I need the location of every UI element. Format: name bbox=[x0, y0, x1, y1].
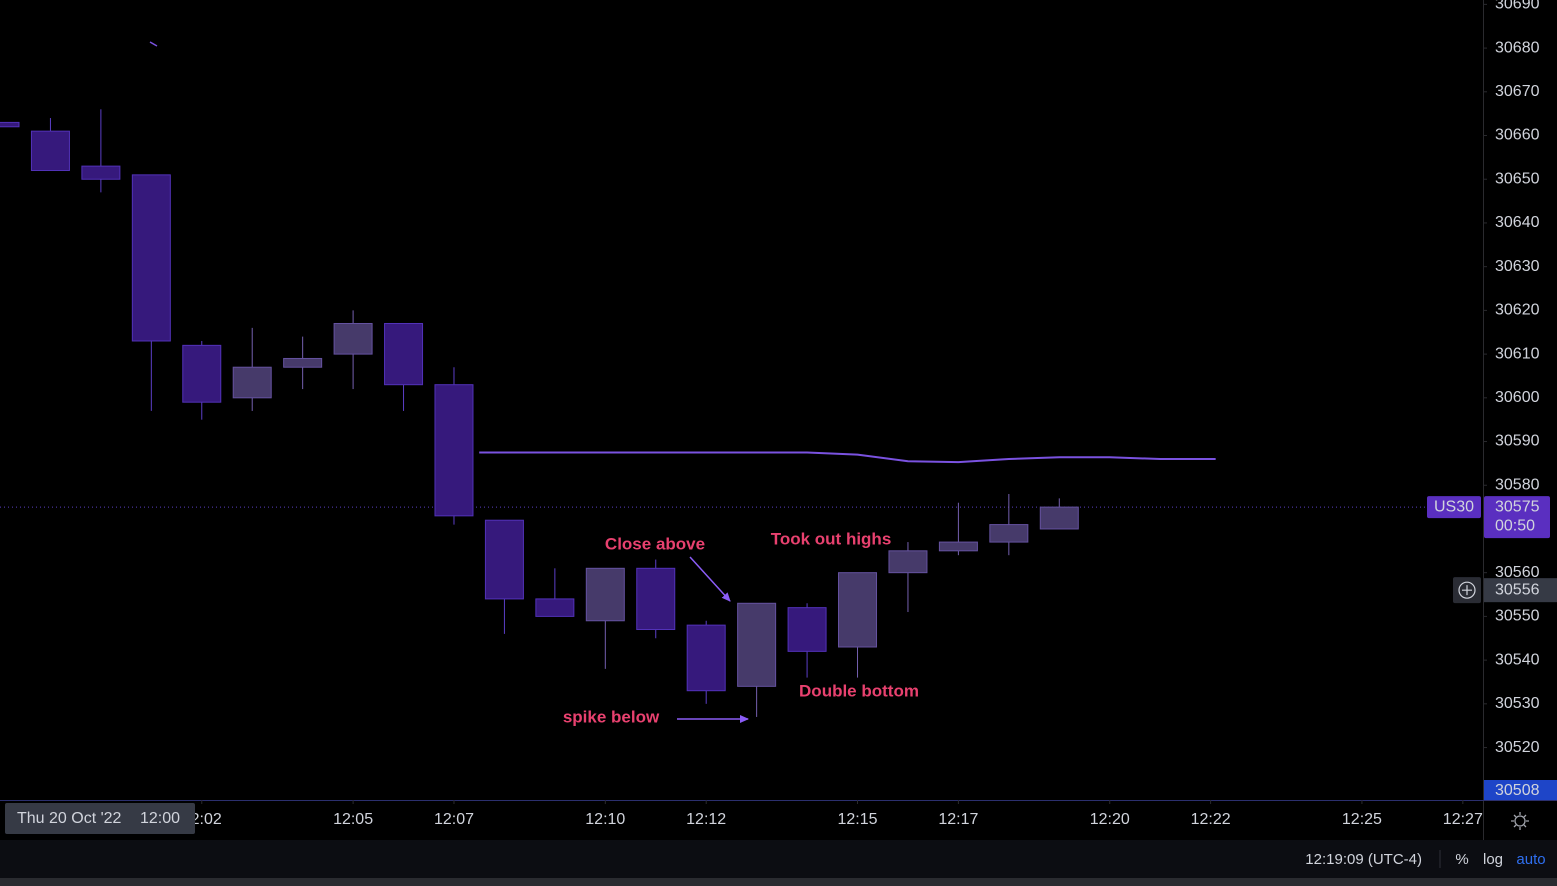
stray-mark bbox=[149, 41, 158, 47]
candle-body bbox=[384, 322, 424, 386]
low-marker-label: 30508 bbox=[1495, 782, 1540, 799]
candle-body bbox=[484, 519, 524, 600]
y-tick-label: 30540 bbox=[1495, 651, 1540, 668]
candle-body bbox=[787, 607, 827, 652]
candle-body bbox=[636, 567, 676, 631]
x-tick-label: 12:17 bbox=[938, 811, 978, 828]
countdown-label: 00:50 bbox=[1495, 517, 1535, 534]
last-price-label: 30575 bbox=[1495, 498, 1540, 515]
status-bar bbox=[0, 840, 1557, 878]
x-tick-label: 12:12 bbox=[686, 811, 726, 828]
candle-body bbox=[283, 357, 323, 368]
candle-body bbox=[938, 541, 978, 552]
candle-body bbox=[989, 524, 1029, 543]
x-tick-label: 12:05 bbox=[333, 811, 373, 828]
candle-body bbox=[434, 384, 474, 517]
status-time: 12:19:09 (UTC-4) bbox=[1305, 851, 1422, 868]
x-tick-label: 12:20 bbox=[1090, 811, 1130, 828]
crosshair-date: Thu 20 Oct '22 bbox=[17, 810, 122, 827]
crosshair-plus-icon bbox=[1458, 581, 1476, 599]
candle-body bbox=[888, 550, 928, 574]
symbol-label: US30 bbox=[1434, 498, 1474, 515]
overlay-line bbox=[479, 451, 1216, 464]
y-tick-label: 30530 bbox=[1495, 695, 1540, 712]
x-tick-label: 12:22 bbox=[1191, 811, 1231, 828]
candle-body bbox=[182, 344, 222, 403]
scroll-strip bbox=[0, 878, 1557, 886]
auto-button[interactable]: auto bbox=[1516, 851, 1545, 868]
x-tick-label: 12:25 bbox=[1342, 811, 1382, 828]
plot-area bbox=[0, 109, 1483, 717]
background bbox=[0, 0, 1557, 840]
candle-body bbox=[232, 366, 272, 399]
log-button[interactable]: log bbox=[1483, 851, 1503, 868]
x-tick-label: 12:10 bbox=[585, 811, 625, 828]
candle-body bbox=[585, 567, 625, 622]
y-tick-label: 30590 bbox=[1495, 433, 1540, 450]
candle-body bbox=[686, 624, 726, 692]
crosshair-time: 12:00 bbox=[140, 810, 180, 827]
candle-body bbox=[131, 174, 171, 342]
crosshair-price-label: 30556 bbox=[1495, 581, 1540, 598]
y-tick-label: 30600 bbox=[1495, 389, 1540, 406]
x-tick-label: 12:07 bbox=[434, 811, 474, 828]
y-tick-label: 30620 bbox=[1495, 302, 1540, 319]
candle-body bbox=[1039, 506, 1079, 530]
axes bbox=[201, 3, 1487, 804]
arrow bbox=[689, 556, 731, 602]
y-tick-label: 30610 bbox=[1495, 345, 1540, 362]
y-tick-label: 30660 bbox=[1495, 127, 1540, 144]
y-tick-label: 30580 bbox=[1495, 476, 1540, 493]
annotation: spike below bbox=[563, 707, 660, 726]
x-tick-label: 12:15 bbox=[837, 811, 877, 828]
crosshair-plus-icon bbox=[1462, 585, 1472, 596]
annotation: Took out highs bbox=[771, 529, 892, 548]
y-tick-label: 30640 bbox=[1495, 214, 1540, 231]
candle-body bbox=[30, 130, 70, 171]
y-tick-label: 30680 bbox=[1495, 39, 1540, 56]
y-tick-label: 30650 bbox=[1495, 170, 1540, 187]
candle-body bbox=[81, 165, 121, 180]
candle-body bbox=[737, 602, 777, 687]
percent-button[interactable]: % bbox=[1455, 851, 1468, 868]
candle-body bbox=[333, 322, 373, 355]
candle-body bbox=[0, 121, 20, 128]
candle-body bbox=[838, 572, 878, 648]
x-tick-label: 12:27 bbox=[1443, 811, 1483, 828]
symbol-tag bbox=[1427, 496, 1481, 519]
y-tick-label: 30520 bbox=[1495, 739, 1540, 756]
annotation: Double bottom bbox=[799, 681, 919, 700]
y-tick-label: 30670 bbox=[1495, 83, 1540, 100]
candle-body bbox=[535, 598, 575, 617]
y-tick-label: 30690 bbox=[1495, 0, 1540, 13]
crosshair-date-box bbox=[5, 803, 195, 834]
y-tick-label: 30560 bbox=[1495, 564, 1540, 581]
crosshair-price-box bbox=[1484, 578, 1557, 603]
last-price-box bbox=[1484, 496, 1550, 539]
low-marker-box bbox=[1484, 780, 1557, 800]
y-tick-label: 30550 bbox=[1495, 608, 1540, 625]
y-tick-label: 30630 bbox=[1495, 258, 1540, 275]
annotation: Close above bbox=[605, 534, 705, 553]
settings-icon[interactable] bbox=[1511, 812, 1529, 830]
